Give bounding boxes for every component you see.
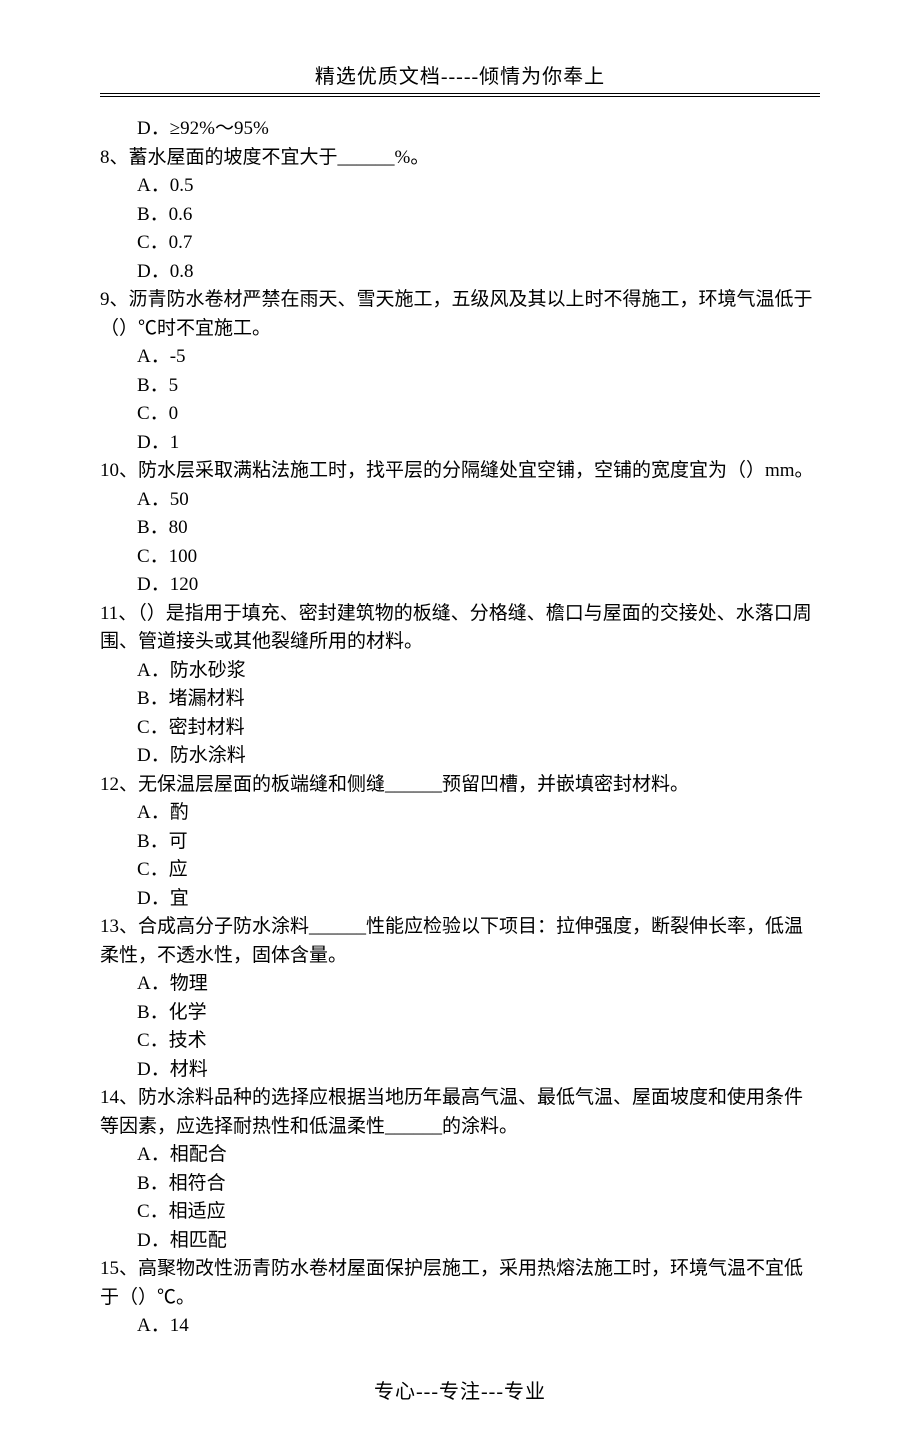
option-text: B．80 xyxy=(100,514,820,543)
option-text: A．物理 xyxy=(100,970,820,999)
option-text: A．防水砂浆 xyxy=(100,657,820,686)
question-text: 15、高聚物改性沥青防水卷材屋面保护层施工，采用热熔法施工时，环境气温不宜低于（… xyxy=(100,1255,820,1312)
option-text: D．防水涂料 xyxy=(100,742,820,771)
option-text: B．0.6 xyxy=(100,201,820,230)
option-text: A．酌 xyxy=(100,799,820,828)
option-text: C．相适应 xyxy=(100,1198,820,1227)
option-text: D．0.8 xyxy=(100,258,820,287)
question-text: 9、沥青防水卷材严禁在雨天、雪天施工，五级风及其以上时不得施工，环境气温低于（）… xyxy=(100,286,820,343)
header-rule-top xyxy=(100,93,820,94)
question-text: 13、合成高分子防水涂料______性能应检验以下项目：拉伸强度，断裂伸长率，低… xyxy=(100,913,820,970)
option-text: D．宜 xyxy=(100,885,820,914)
option-text: D．120 xyxy=(100,571,820,600)
header-rule-bottom xyxy=(100,96,820,97)
option-text: B．可 xyxy=(100,828,820,857)
option-text: D．1 xyxy=(100,429,820,458)
question-text: 8、蓄水屋面的坡度不宜大于______%。 xyxy=(100,144,820,173)
option-text: C．100 xyxy=(100,543,820,572)
question-text: 11、（）是指用于填充、密封建筑物的板缝、分格缝、檐口与屋面的交接处、水落口周围… xyxy=(100,600,820,657)
option-text: C．技术 xyxy=(100,1027,820,1056)
question-text: 14、防水涂料品种的选择应根据当地历年最高气温、最低气温、屋面坡度和使用条件等因… xyxy=(100,1084,820,1141)
option-text: B．相符合 xyxy=(100,1170,820,1199)
option-text: A．14 xyxy=(100,1312,820,1341)
question-text: 10、防水层采取满粘法施工时，找平层的分隔缝处宜空铺，空铺的宽度宜为（）mm。 xyxy=(100,457,820,486)
option-text: D．≥92%～95% xyxy=(100,115,820,144)
option-text: A．50 xyxy=(100,486,820,515)
option-text: D．相匹配 xyxy=(100,1227,820,1256)
page-header: 精选优质文档-----倾情为你奉上 xyxy=(100,60,820,89)
document-body: D．≥92%～95% 8、蓄水屋面的坡度不宜大于______%。 A．0.5 B… xyxy=(100,115,820,1341)
option-text: B．堵漏材料 xyxy=(100,685,820,714)
option-text: B．5 xyxy=(100,372,820,401)
option-text: C．应 xyxy=(100,856,820,885)
option-text: A．-5 xyxy=(100,343,820,372)
option-text: B．化学 xyxy=(100,999,820,1028)
option-text: C．密封材料 xyxy=(100,714,820,743)
option-text: A．相配合 xyxy=(100,1141,820,1170)
page-footer: 专心---专注---专业 xyxy=(100,1375,820,1404)
option-text: A．0.5 xyxy=(100,172,820,201)
question-text: 12、无保温层屋面的板端缝和侧缝______预留凹槽，并嵌填密封材料。 xyxy=(100,771,820,800)
option-text: C．0 xyxy=(100,400,820,429)
document-page: 精选优质文档-----倾情为你奉上 D．≥92%～95% 8、蓄水屋面的坡度不宜… xyxy=(0,0,920,1444)
option-text: C．0.7 xyxy=(100,229,820,258)
option-text: D．材料 xyxy=(100,1056,820,1085)
